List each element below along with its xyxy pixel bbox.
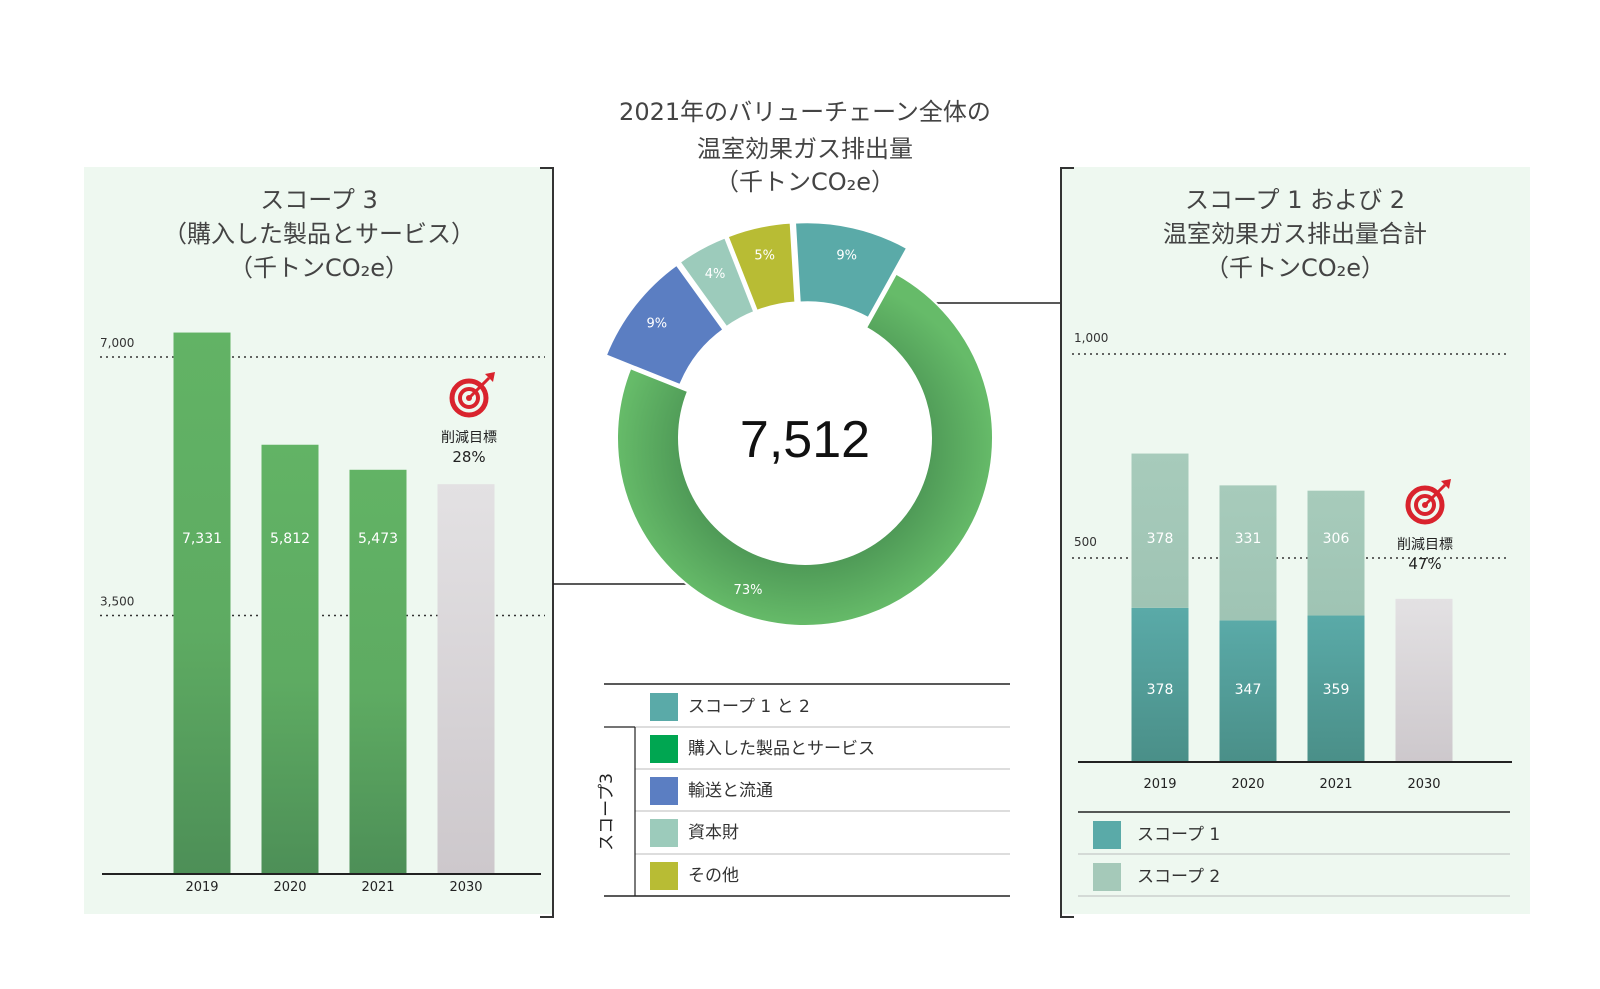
donut-slice-label-transportation: 9% [647,316,668,331]
legend-label-purchased-goods: 購入した製品とサービス [688,739,875,759]
scope3-bar-chart: 3,500 7,000 7,331 2019 5,812 2020 5,473 2021 203… [100,332,545,895]
scope3-xtick-label: 2020 [273,880,306,895]
scope3-title-line3: （千トンCO₂e） [228,254,410,282]
center-legend-frame [604,683,1010,897]
legend-item-other: その他 [650,854,1010,896]
donut-slice-transportation [604,263,725,387]
donut-slice-label-scope12: 9% [836,249,857,264]
scope12-target-label: 削減目標 [1397,536,1453,553]
scope3-bar-2021 [349,469,407,874]
legend-label-capital-goods: 資本財 [688,823,739,843]
scope12-xtick-label: 2020 [1231,777,1264,792]
center-legend-group-label: スコープ3 [597,773,617,851]
center-title-line2: 温室効果ガス排出量 [697,135,913,163]
scope12-bar-scope2-2019 [1131,453,1189,608]
scope12-target-icon [1405,479,1451,525]
legend-swatch-scope1 [1093,821,1121,849]
donut-slice-label-capital-goods: 4% [705,267,726,282]
right-legend-frame [1078,811,1510,897]
scope12-bar-chart: 500 1,000 378 378 2019 347 331 2020 359 306 2021 20… [1072,331,1512,792]
scope12-ytick-label: 1,000 [1074,331,1108,345]
scope3-xtick-label: 2021 [361,880,394,895]
scope3-bar-value-label: 5,473 [358,531,398,547]
scope3-target-icon [449,372,495,418]
scope3-bar-value-label: 5,812 [270,531,310,547]
legend-item-capital-goods: 資本財 [650,811,1010,853]
scope3-bar-2019 [173,332,231,874]
donut-slice-other [726,221,797,313]
legend-swatch-scope2 [1093,863,1121,891]
legend-label-other: その他 [688,866,739,886]
scope12-bar-scope1-2020 [1219,620,1277,762]
center-title-line3: （千トンCO₂e） [714,168,896,196]
legend-label-scope12: スコープ 1 と 2 [688,697,810,717]
donut-slice-label-purchased-goods: 73% [734,583,763,598]
scope12-xtick-label: 2030 [1407,777,1440,792]
scope3-target-value: 28% [452,448,485,466]
legend-swatch-capital-goods [650,819,678,847]
scope12-bar-scope1-2021 [1307,615,1365,762]
legend-swatch-transportation [650,777,678,805]
scope3-target-label: 削減目標 [441,429,497,446]
donut-slice-capital-goods [678,236,756,329]
legend-swatch-purchased-goods [650,735,678,763]
scope12-title-line2: 温室効果ガス排出量合計 [1163,220,1427,248]
legend-item-scope12: スコープ 1 と 2 [650,685,1010,727]
scope12-bar-value-label-scope1: 378 [1147,682,1174,698]
donut-slice-label-other: 5% [754,248,775,263]
center-title-line1: 2021年のバリューチェーン全体の [619,98,991,126]
scope12-ytick-label: 500 [1074,535,1097,549]
scope3-ytick-label: 3,500 [100,595,134,609]
legend-item-scope2: スコープ 2 [1093,855,1493,897]
scope12-bar-value-label-scope1: 347 [1235,682,1262,698]
scope12-bar-scope2-2020 [1219,485,1277,621]
scope12-bar-value-label-scope2: 306 [1323,531,1350,547]
scope12-target-value: 47% [1408,555,1441,573]
scope3-xtick-label: 2019 [185,880,218,895]
scope3-xtick-label: 2030 [449,880,482,895]
scope3-bar-2030 [437,484,495,874]
legend-label-scope1: スコープ 1 [1137,825,1221,845]
scope12-bar-value-label-scope1: 359 [1323,682,1350,698]
legend-label-scope2: スコープ 2 [1137,867,1221,887]
legend-item-scope1: スコープ 1 [1093,813,1493,855]
scope12-bar-scope1-2019 [1131,607,1189,762]
right-bracket [1060,167,1074,918]
scope12-title-line3: （千トンCO₂e） [1204,254,1386,282]
scope3-bar-value-label: 7,331 [182,531,222,547]
donut-slice-purchased-goods [616,272,994,627]
scope3-ytick-label: 7,000 [100,336,134,350]
scope3-bar-2020 [261,444,319,874]
legend-item-transportation: 輸送と流通 [650,769,1010,811]
scope12-bar-value-label-scope2: 378 [1147,531,1174,547]
left-bracket [540,167,554,918]
donut-slice-scope12 [793,221,909,320]
scope12-bar-scope2-2021 [1307,490,1365,616]
scope12-title-line1: スコープ 1 および 2 [1185,186,1405,214]
value-chain-donut-chart: 73% 9% 4% 5% 9% [604,221,994,627]
scope3-title-line2: （購入した製品とサービス） [163,220,475,248]
legend-item-purchased-goods: 購入した製品とサービス [650,727,1010,769]
legend-swatch-other [650,862,678,890]
scope3-title-line1: スコープ 3 [260,186,378,214]
legend-label-transportation: 輸送と流通 [688,781,773,801]
total-emissions-value: 7,512 [740,411,870,469]
scope12-xtick-label: 2021 [1319,777,1352,792]
scope12-bar-target-2030 [1395,598,1453,762]
scope12-bar-value-label-scope2: 331 [1235,531,1262,547]
scope12-xtick-label: 2019 [1143,777,1176,792]
legend-swatch-scope12 [650,693,678,721]
